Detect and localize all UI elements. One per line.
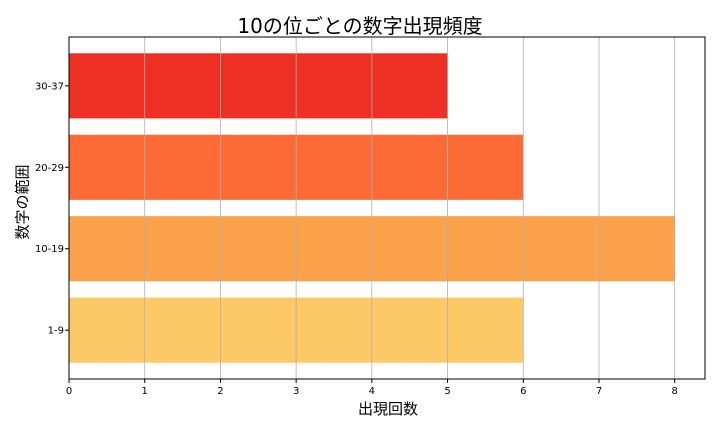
x-tick-label-5: 5 [444, 386, 450, 397]
y-tick-label-30-37: 30-37 [35, 81, 64, 92]
x-tick-label-2: 2 [217, 386, 223, 397]
x-tick-label-0: 0 [66, 386, 72, 397]
plot-frame [68, 36, 706, 380]
chart-title: 10の位ごとの数字出現頻度 [237, 14, 483, 38]
x-tick-label-4: 4 [369, 386, 375, 397]
x-tick-label-7: 7 [596, 386, 602, 397]
x-tick-label-3: 3 [293, 386, 299, 397]
x-axis-label: 出現回数 [357, 400, 418, 418]
x-tick-label-6: 6 [520, 386, 526, 397]
y-axis-label: 数字の範囲 [13, 164, 32, 240]
y-tick-label-1-9: 1-9 [48, 326, 64, 337]
y-tick-label-10-19: 10-19 [35, 244, 64, 255]
bar-30-37 [69, 53, 448, 119]
x-tick-label-8: 8 [672, 386, 678, 397]
y-tick-label-20-29: 20-29 [35, 163, 64, 174]
x-tick-label-1: 1 [142, 386, 148, 397]
